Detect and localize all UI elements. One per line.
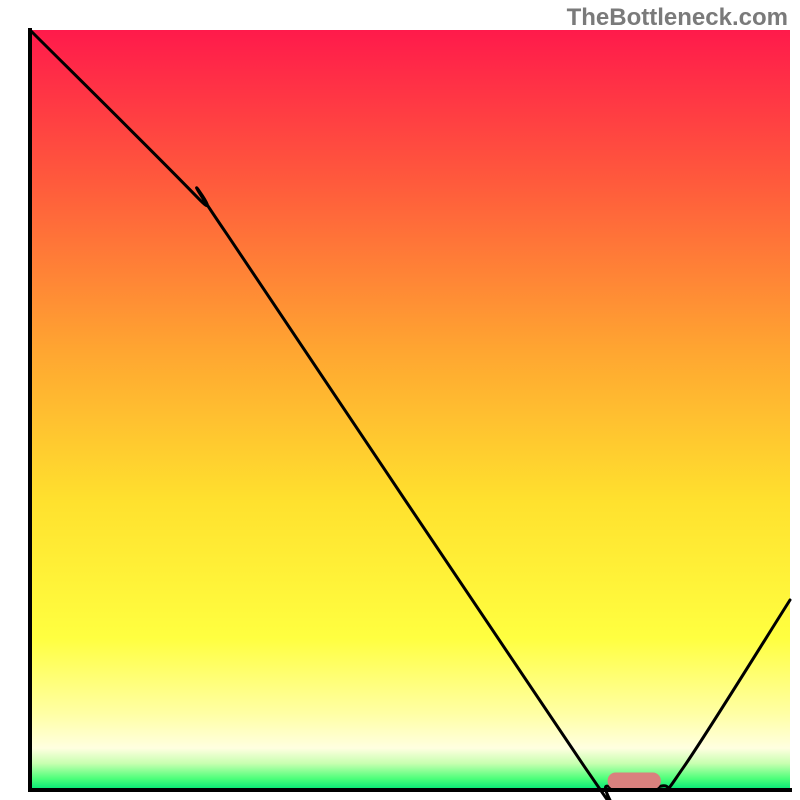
watermark-text: TheBottleneck.com (567, 4, 788, 32)
bottleneck-chart (0, 0, 800, 800)
optimal-range-marker (608, 773, 661, 790)
chart-container: TheBottleneck.com (0, 0, 800, 800)
